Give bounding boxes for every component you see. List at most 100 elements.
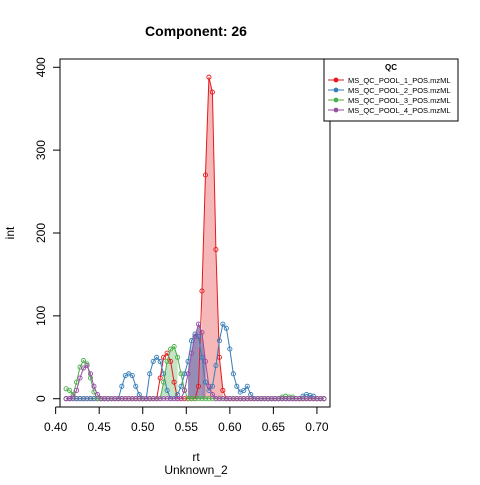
data-point — [307, 392, 313, 398]
x-tick-label: 0.55 — [175, 420, 199, 434]
data-point — [164, 396, 170, 402]
y-tick-label: 200 — [34, 223, 48, 243]
data-point — [164, 387, 170, 393]
data-point — [150, 396, 156, 402]
data-point — [178, 371, 184, 377]
data-point — [202, 358, 209, 364]
data-point — [230, 371, 236, 377]
data-point — [154, 354, 160, 360]
data-point — [91, 396, 97, 402]
data-point — [133, 396, 139, 402]
x-tick-label: 0.50 — [131, 420, 155, 434]
data-point — [77, 375, 83, 381]
data-point — [161, 354, 167, 360]
data-point — [223, 396, 229, 402]
data-point — [276, 396, 282, 402]
data-point — [255, 396, 261, 402]
data-point — [181, 387, 188, 393]
data-point — [251, 396, 257, 402]
peak-fill-series-3 — [160, 346, 178, 399]
y-axis-label: int — [3, 226, 17, 239]
data-point — [289, 396, 296, 402]
data-point — [133, 383, 139, 389]
data-point — [188, 350, 195, 356]
data-point — [98, 396, 104, 402]
data-point — [105, 396, 111, 402]
legend: QC MS_QC_POOL_1_POS.mzMLMS_QC_POOL_2_POS… — [323, 58, 459, 122]
data-point — [293, 396, 299, 402]
data-point — [171, 379, 177, 385]
data-point — [296, 396, 303, 402]
data-point — [220, 387, 226, 393]
data-point — [73, 387, 80, 393]
data-point — [140, 396, 146, 402]
chart-title: Component: 26 — [145, 23, 247, 39]
data-point — [181, 371, 188, 377]
data-point — [244, 396, 250, 402]
data-point — [209, 89, 215, 95]
data-point — [188, 396, 195, 402]
data-point — [283, 396, 289, 402]
data-point — [272, 396, 278, 402]
data-point — [195, 321, 202, 327]
data-point — [168, 396, 174, 402]
data-point — [129, 396, 135, 402]
data-point — [199, 329, 205, 335]
data-point — [168, 358, 174, 364]
legend-label-2: MS_QC_POOL_2_POS.mzML — [348, 86, 451, 95]
data-point — [234, 396, 240, 402]
data-point — [122, 396, 128, 402]
x-axis-sublabel: Unknown_2 — [164, 463, 228, 477]
x-axis: 0.40 0.45 0.50 0.55 0.60 0.65 0.70 — [44, 406, 329, 434]
data-point — [192, 396, 198, 402]
data-point — [258, 396, 264, 402]
peak-fill-series-1 — [201, 77, 223, 399]
data-point — [115, 396, 121, 402]
data-point — [70, 394, 76, 400]
data-point — [199, 396, 205, 402]
x-tick-label: 0.65 — [262, 420, 286, 434]
data-point — [119, 383, 125, 389]
data-point — [126, 396, 132, 402]
data-point — [209, 383, 215, 389]
data-point — [164, 358, 170, 364]
data-point — [248, 396, 254, 402]
data-point — [244, 383, 250, 389]
data-point — [202, 396, 209, 402]
data-point — [237, 396, 243, 402]
data-point — [265, 396, 271, 402]
data-point — [112, 396, 118, 402]
x-axis-label: rt — [192, 450, 200, 464]
data-point — [119, 396, 125, 402]
data-point — [241, 387, 247, 393]
data-point — [206, 383, 212, 389]
data-point — [213, 363, 219, 369]
data-point — [286, 396, 292, 402]
x-tick-label: 0.60 — [218, 420, 242, 434]
data-point — [108, 396, 114, 402]
legend-label-3: MS_QC_POOL_3_POS.mzML — [348, 96, 451, 105]
data-point — [67, 387, 73, 393]
legend-marker-2 — [333, 87, 339, 93]
data-point — [91, 383, 97, 389]
data-point — [185, 371, 191, 377]
data-point — [171, 343, 177, 350]
data-point — [206, 396, 212, 402]
legend-title: QC — [385, 63, 397, 72]
data-point — [199, 288, 205, 294]
data-point — [241, 396, 247, 402]
y-tick-label: 0 — [34, 395, 48, 402]
data-point — [223, 325, 229, 331]
data-point — [161, 371, 167, 377]
data-point — [202, 172, 209, 178]
data-point — [168, 346, 174, 352]
data-point — [84, 363, 90, 369]
data-point — [300, 396, 306, 402]
data-point — [101, 396, 107, 402]
data-point — [230, 396, 236, 402]
data-point — [157, 396, 163, 402]
data-point — [303, 396, 310, 402]
data-point — [310, 396, 317, 402]
data-point — [216, 396, 222, 402]
